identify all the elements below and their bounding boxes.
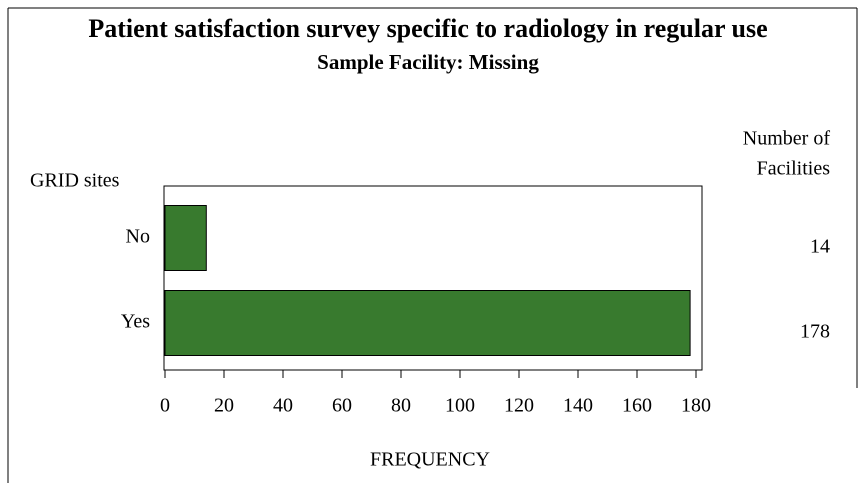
stat-label: Facilities [757, 158, 831, 180]
plot-frame [163, 185, 703, 371]
x-tick-label: 140 [563, 395, 593, 417]
x-tick-label: 0 [160, 395, 170, 417]
x-tick-label: 180 [681, 395, 711, 417]
value-label: 178 [800, 321, 830, 343]
x-axis-label: FREQUENCY [370, 449, 490, 471]
x-tick-label: 20 [214, 395, 234, 417]
chart-title: Patient satisfaction survey specific to … [88, 14, 767, 43]
x-tick-label: 120 [504, 395, 534, 417]
x-tick-label: 100 [445, 395, 475, 417]
value-label: 14 [810, 236, 830, 258]
stat-label: Number of [743, 128, 831, 150]
bar [164, 205, 207, 271]
x-tick-label: 60 [332, 395, 352, 417]
y-axis-label: GRID sites [30, 170, 120, 192]
x-tick-label: 40 [273, 395, 293, 417]
y-tick-label: Yes [121, 311, 150, 333]
x-tick-label: 160 [622, 395, 652, 417]
y-tick-label: No [126, 226, 150, 248]
bar [164, 290, 691, 356]
chart-subtitle: Sample Facility: Missing [317, 50, 539, 74]
x-tick-label: 80 [391, 395, 411, 417]
